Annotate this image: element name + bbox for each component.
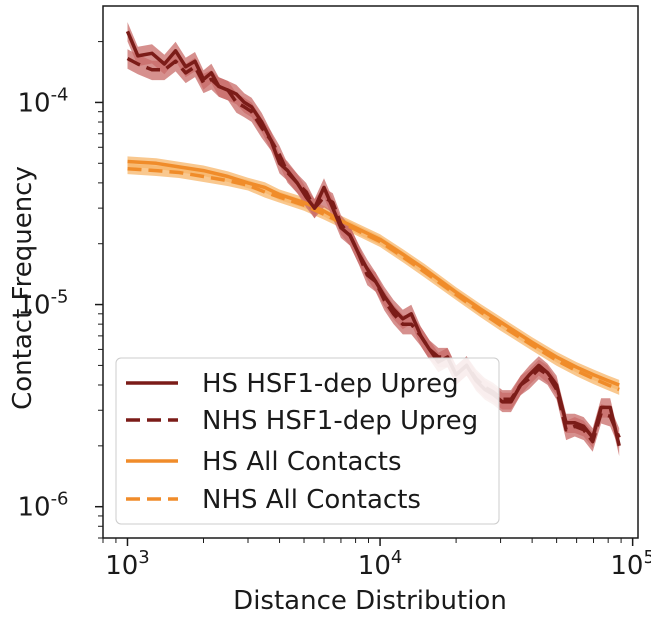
legend-label: NHS All Contacts [202, 485, 421, 515]
plot-frame [102, 5, 639, 539]
series-line-nhs-all-contacts [127, 166, 620, 392]
series-lines [125, 30, 621, 447]
y-tick-label: 10-4 [17, 84, 68, 118]
x-axis-label: Distance Distribution [233, 586, 507, 616]
legend-label: HS HSF1-dep Upreg [202, 369, 459, 399]
x-tick-label: 103 [105, 547, 150, 581]
legend: HS HSF1-dep Upreg NHS HSF1-dep Upreg HS Al… [115, 357, 500, 525]
series-line-nhs-hsf1-dep-upreg [126, 56, 621, 444]
y-tick-label: 10-6 [17, 489, 68, 523]
series-line-hs-all-contacts [127, 159, 620, 387]
y-axis-label: Contact Frequency [8, 166, 38, 410]
legend-label: NHS HSF1-dep Upreg [202, 406, 478, 436]
x-axis-ticks: 103 104 105 [102, 538, 651, 581]
y-tick-label: 10-5 [17, 287, 68, 321]
x-tick-label: 104 [358, 547, 403, 581]
x-tick-label: 105 [610, 547, 651, 581]
legend-box [115, 357, 500, 525]
legend-label: HS All Contacts [202, 447, 402, 477]
y-axis-ticks: 10-6 10-5 10-4 [17, 41, 103, 539]
band-nhs-all-contacts [127, 163, 620, 395]
